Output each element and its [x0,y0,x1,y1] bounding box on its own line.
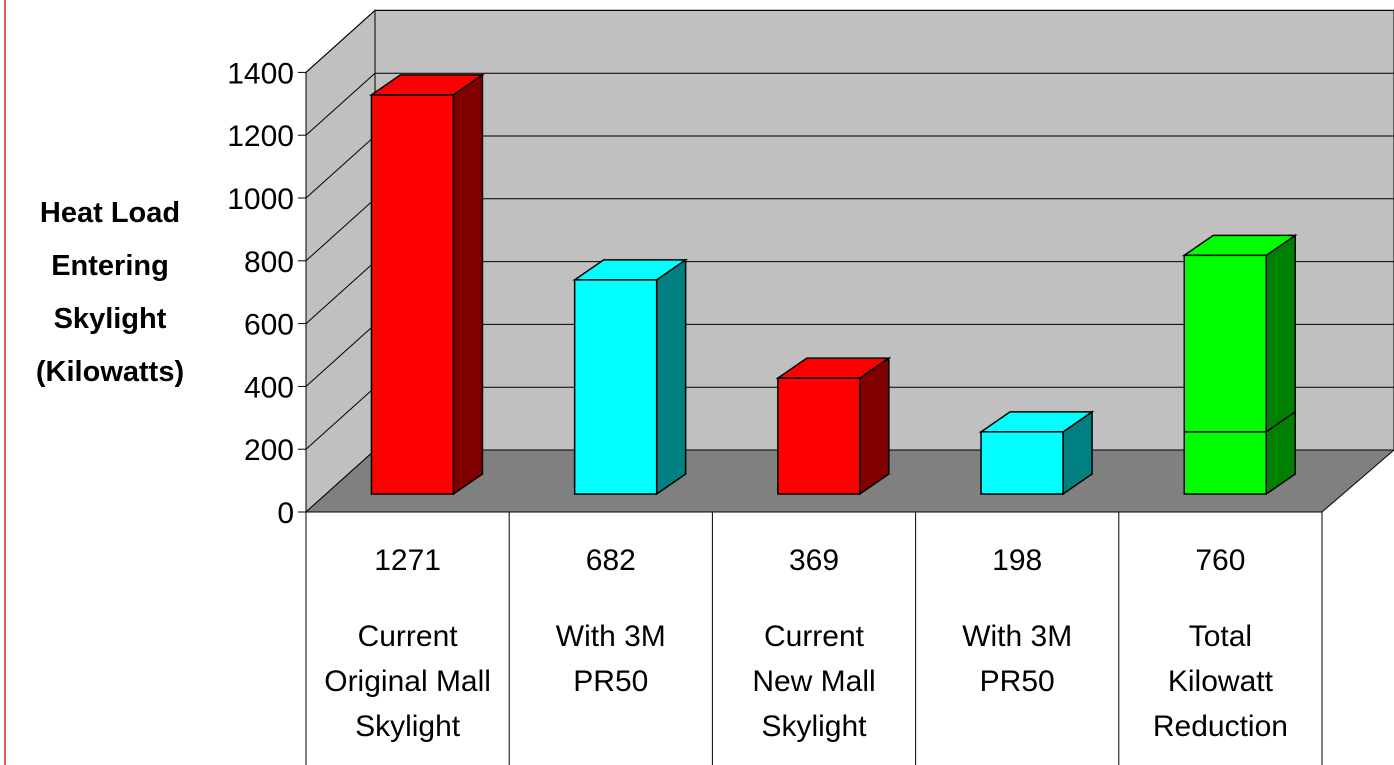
left-edge-strip [0,0,9,765]
bar [775,356,892,496]
bar [978,410,1095,496]
data-value-label: 682 [586,544,636,577]
bar [572,258,689,496]
bar-front [1183,254,1267,495]
y-tick-label: 1000 [227,183,294,216]
gridline [305,9,1394,73]
x-category-label: With 3M PR50 [962,620,1072,698]
data-table: 1271 Current Original Mall Skylight 682 With … [305,512,1323,765]
x-category-label: Current Original Mall Skylight [324,620,491,743]
bar-side [859,356,890,496]
side-wall [305,9,376,514]
y-tick-label: 0 [277,497,294,530]
data-value-label: 369 [789,544,839,577]
y-tick-label: 1200 [227,120,294,153]
y-axis-ticks: 0 200 400 600 800 1000 1200 1400 [227,57,307,530]
y-tick-label: 800 [244,246,294,279]
y-tick-label: 400 [244,371,294,404]
y-tick-label: 200 [244,434,294,467]
y-axis-title: Heat Load Entering Skylight (Kilowatts) [36,197,184,388]
bar-front [573,279,658,495]
bars [369,73,1298,496]
x-category-label: Total Kilowatt Reduction [1153,620,1288,743]
x-category-label: With 3M PR50 [556,620,666,698]
bar-front [980,431,1064,495]
y-tick-label: 1400 [227,57,294,90]
data-value-label: 760 [1195,544,1245,577]
bar [1181,233,1298,496]
bar-front [777,377,861,495]
y-tick-label: 600 [244,309,294,342]
bar-front [370,94,455,495]
bar-side [1265,233,1296,496]
bar-side [655,258,687,496]
bar-side [452,73,484,496]
x-category-label: Current New Mall Skylight [752,620,875,743]
bar [369,73,485,496]
bar-segment-line [1184,411,1296,433]
data-value-label: 198 [992,544,1042,577]
data-value-label: 1271 [374,544,441,577]
gridline [305,72,1394,136]
y-axis-title-text: Heat Load Entering Skylight (Kilowatts) [36,197,184,388]
